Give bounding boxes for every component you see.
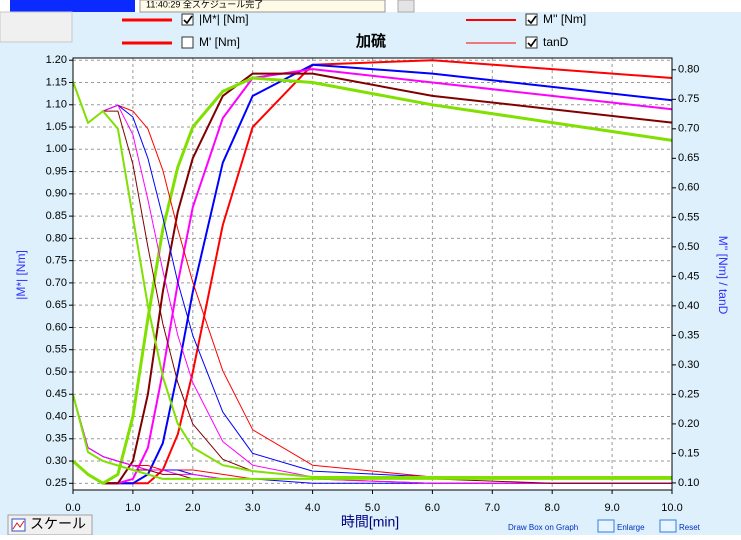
scale-icon-line xyxy=(12,520,25,530)
y2-tick-label: 0.50 xyxy=(678,241,699,253)
x-tick-label: 0.0 xyxy=(65,502,80,514)
reset-icon[interactable] xyxy=(659,519,677,533)
scrollbar[interactable] xyxy=(397,0,415,13)
y-tick-label: 1.00 xyxy=(46,143,67,155)
button-label: スケール xyxy=(30,516,86,532)
x-tick-label: 1.0 xyxy=(125,502,140,514)
legend-label: |M*| [Nm] xyxy=(199,12,249,26)
x-tick-label: 3.0 xyxy=(245,502,260,514)
y-tick-label: 0.85 xyxy=(46,210,67,222)
y-tick-label: 1.10 xyxy=(46,99,67,111)
x-tick-label: 8.0 xyxy=(545,502,560,514)
legend: |M*| [Nm] M' [Nm] M'' [Nm] tanD xyxy=(122,12,586,49)
y-tick-label: 0.80 xyxy=(46,232,67,244)
x-tick-label: 9.0 xyxy=(604,502,619,514)
reset-button[interactable]: Reset xyxy=(679,523,701,532)
x-tick-label: 4.0 xyxy=(305,502,320,514)
y-tick-label: 0.55 xyxy=(46,344,67,356)
y-tick-label: 0.90 xyxy=(46,188,67,200)
checkmark xyxy=(183,15,193,25)
y2-tick-label: 0.65 xyxy=(678,152,699,164)
checkmark xyxy=(527,15,537,25)
y-tick-label: 0.95 xyxy=(46,165,67,177)
side-panel xyxy=(0,11,73,43)
series-lines xyxy=(72,59,673,485)
legend-checkbox[interactable] xyxy=(525,13,538,26)
enlarge-icon[interactable] xyxy=(597,519,615,533)
y2-tick-label: 0.15 xyxy=(678,447,699,459)
y-tick-label: 0.70 xyxy=(46,277,67,289)
y2-tick-label: 0.30 xyxy=(678,359,699,371)
y-tick-label: 0.65 xyxy=(46,299,67,311)
scale-button[interactable]: スケール xyxy=(7,514,93,536)
x-tick-label: 2.0 xyxy=(185,502,200,514)
y2-tick-label: 0.40 xyxy=(678,300,699,312)
y2-tick-label: 0.25 xyxy=(678,388,699,400)
y-tick-label: 1.15 xyxy=(46,76,67,88)
y2-tick-label: 0.20 xyxy=(678,418,699,430)
y2-tick-label: 0.10 xyxy=(678,477,699,489)
selected-cell xyxy=(10,0,135,12)
x-tick-label: 10.0 xyxy=(661,502,682,514)
y-tick-label: 0.40 xyxy=(46,410,67,422)
y2-tick-label: 0.55 xyxy=(678,211,699,223)
y-tick-label: 1.05 xyxy=(46,121,67,133)
y2-tick-label: 0.45 xyxy=(678,270,699,282)
x-tick-label: 7.0 xyxy=(485,502,500,514)
enlarge-button[interactable]: Enlarge xyxy=(617,523,645,532)
y-tick-label: 0.45 xyxy=(46,388,67,400)
status-text: 11:40:29 全スケジュール完了 xyxy=(146,0,263,9)
y-tick-label: 0.30 xyxy=(46,455,67,467)
series-line xyxy=(72,72,673,485)
y-tick-label: 0.50 xyxy=(46,366,67,378)
y-tick-label: 0.25 xyxy=(46,477,67,489)
legend-checkbox[interactable] xyxy=(181,36,194,49)
ticks: 0.0 1.0 2.0 3.0 4.0 5.0 6.0 7.0 8.0 9.0 10.0 1.20 1.… xyxy=(46,54,700,514)
y2-tick-label: 0.80 xyxy=(678,64,699,76)
series-line xyxy=(72,81,672,478)
y2-tick-label: 0.60 xyxy=(678,182,699,194)
chart-title: 加硫 xyxy=(355,32,386,50)
series-line xyxy=(72,76,673,485)
legend-label: M' [Nm] xyxy=(199,35,240,49)
legend-label: tanD xyxy=(543,35,569,49)
y-axis-label: |M*| [Nm] xyxy=(14,250,28,300)
y-tick-label: 0.75 xyxy=(46,255,67,267)
x-axis-label: 時間[min] xyxy=(341,514,399,530)
draw-box-hint: Draw Box on Graph xyxy=(508,523,578,532)
y2-axis-label: M'' [Nm] / tanD xyxy=(716,236,730,315)
legend-label: M'' [Nm] xyxy=(543,12,586,26)
checkmark xyxy=(527,38,537,48)
y-tick-label: 1.20 xyxy=(46,54,67,66)
y2-tick-label: 0.75 xyxy=(678,93,699,105)
x-tick-label: 5.0 xyxy=(365,502,380,514)
series-line xyxy=(72,393,672,480)
legend-checkbox[interactable] xyxy=(525,36,538,49)
y2-tick-label: 0.35 xyxy=(678,329,699,341)
x-tick-label: 6.0 xyxy=(425,502,440,514)
y2-tick-label: 0.70 xyxy=(678,123,699,135)
y-tick-label: 0.35 xyxy=(46,433,67,445)
y-tick-label: 0.60 xyxy=(46,321,67,333)
status-box xyxy=(139,0,386,13)
legend-checkbox[interactable] xyxy=(181,13,194,26)
